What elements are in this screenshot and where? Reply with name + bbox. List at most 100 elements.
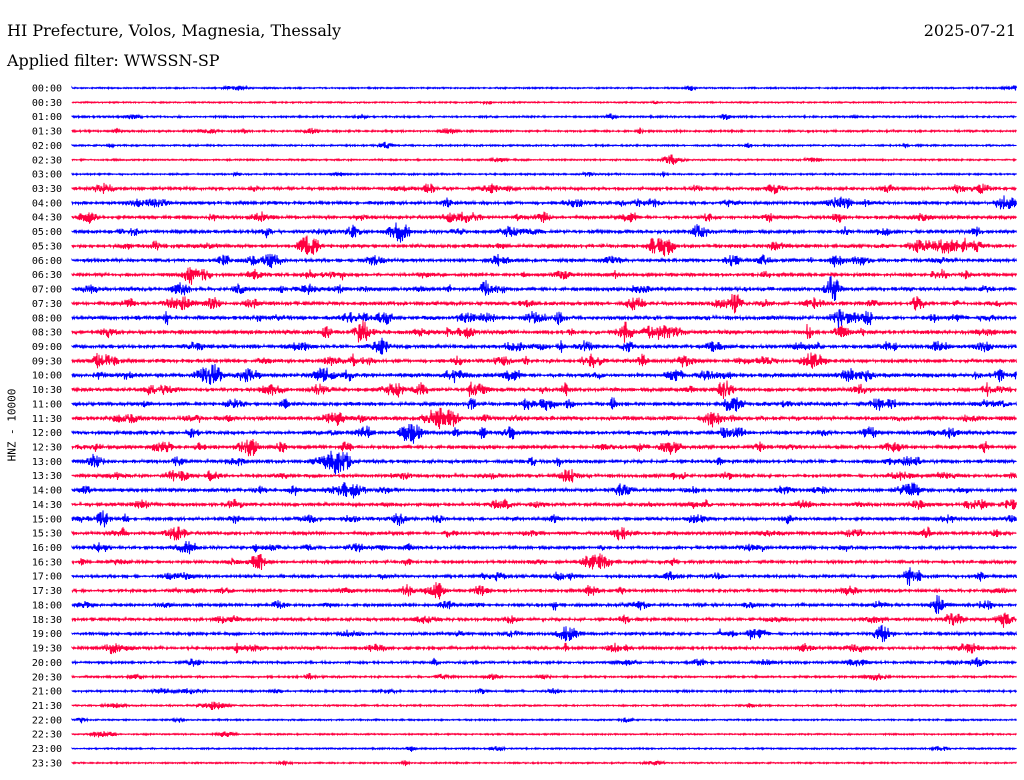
- seismic-trace: [71, 642, 1017, 655]
- row-time-label: 21:00: [32, 687, 62, 698]
- row-time-label: 04:30: [32, 213, 62, 224]
- row-time-label: 05:30: [32, 241, 62, 252]
- seismic-trace: [71, 127, 1017, 135]
- seismic-trace: [71, 423, 1017, 444]
- row-time-label: 22:30: [32, 730, 62, 741]
- seismic-trace: [71, 309, 1017, 330]
- row-time-label: 15:30: [32, 529, 62, 540]
- row-time-label: 10:00: [32, 371, 62, 382]
- row-time-label: 07:30: [32, 299, 62, 310]
- seismic-trace: [71, 352, 1017, 369]
- row-time-label: 01:30: [32, 127, 62, 138]
- row-time-label: 02:00: [32, 141, 62, 152]
- row-time-label: 00:00: [32, 84, 62, 95]
- row-time-label: 09:30: [32, 356, 62, 367]
- seismic-trace: [71, 141, 1017, 149]
- seismic-trace: [71, 526, 1017, 541]
- row-time-label: 13:00: [32, 457, 62, 468]
- row-time-label: 23:00: [32, 744, 62, 755]
- seismic-trace: [71, 222, 1017, 243]
- seismic-trace: [71, 482, 1017, 499]
- seismic-trace: [71, 275, 1017, 302]
- seismic-trace: [71, 510, 1017, 528]
- row-time-label: 19:00: [32, 629, 62, 640]
- seismic-trace: [71, 182, 1017, 195]
- station-title: HI Prefecture, Volos, Magnesia, Thessaly: [7, 21, 342, 40]
- seismic-trace: [71, 624, 1017, 643]
- seismic-trace: [71, 170, 1017, 178]
- row-time-label: 10:30: [32, 385, 62, 396]
- row-time-label: 15:00: [32, 514, 62, 525]
- row-time-label: 16:00: [32, 543, 62, 554]
- seismic-trace: [71, 320, 1017, 343]
- row-time-label: 18:00: [32, 600, 62, 611]
- seismic-trace: [71, 99, 1017, 106]
- seismic-trace: [71, 450, 1017, 475]
- seismic-trace: [71, 759, 1017, 767]
- row-time-label: 09:00: [32, 342, 62, 353]
- row-time-label: 16:30: [32, 557, 62, 568]
- row-time-label: 14:30: [32, 500, 62, 511]
- row-time-label: 11:30: [32, 414, 62, 425]
- seismic-trace: [71, 380, 1017, 400]
- seismic-trace: [71, 540, 1017, 555]
- seismic-trace: [71, 84, 1017, 91]
- seismic-trace: [71, 154, 1017, 165]
- seismic-trace: [71, 438, 1017, 457]
- seismic-trace: [71, 407, 1017, 430]
- row-time-label: 00:30: [32, 98, 62, 109]
- seismic-trace: [71, 235, 1017, 257]
- row-time-label: 07:00: [32, 285, 62, 296]
- row-time-label: 21:30: [32, 701, 62, 712]
- seismic-trace: [71, 113, 1017, 121]
- row-time-label: 12:00: [32, 428, 62, 439]
- row-time-label: 11:00: [32, 399, 62, 410]
- seismic-trace: [71, 745, 1017, 752]
- row-time-label: 13:30: [32, 471, 62, 482]
- row-time-label: 14:00: [32, 486, 62, 497]
- row-time-label: 17:00: [32, 572, 62, 583]
- row-time-label: 19:30: [32, 644, 62, 655]
- row-time-label: 20:00: [32, 658, 62, 669]
- row-time-label: 22:00: [32, 715, 62, 726]
- row-time-label: 20:30: [32, 672, 62, 683]
- seismic-trace: [71, 253, 1017, 269]
- row-time-label: 08:30: [32, 328, 62, 339]
- seismic-trace: [71, 211, 1017, 224]
- seismic-trace: [71, 498, 1017, 510]
- seismic-trace: [71, 469, 1017, 483]
- seismic-trace: [71, 730, 1017, 738]
- row-time-label: 04:00: [32, 198, 62, 209]
- row-time-label: 01:00: [32, 112, 62, 123]
- row-time-label: 17:30: [32, 586, 62, 597]
- seismic-trace: [71, 612, 1017, 628]
- seismic-trace: [71, 567, 1017, 587]
- seismic-trace: [71, 363, 1017, 385]
- seismic-trace: [71, 687, 1017, 695]
- row-time-label: 18:30: [32, 615, 62, 626]
- row-time-label: 03:30: [32, 184, 62, 195]
- seismic-trace: [71, 267, 1017, 285]
- seismic-trace: [71, 553, 1017, 571]
- seismic-trace: [71, 672, 1017, 681]
- seismic-trace: [71, 594, 1017, 614]
- row-time-label: 06:00: [32, 256, 62, 267]
- row-time-label: 05:00: [32, 227, 62, 238]
- seismic-trace: [71, 337, 1017, 355]
- seismic-trace: [71, 195, 1017, 210]
- row-time-label: 23:30: [32, 758, 62, 769]
- row-time-label: 12:30: [32, 443, 62, 454]
- filter-label: Applied filter: WWSSN-SP: [7, 51, 220, 70]
- row-time-label: 08:00: [32, 313, 62, 324]
- seismic-trace: [71, 293, 1017, 314]
- seismic-trace: [71, 716, 1017, 724]
- date-label: 2025-07-21: [923, 21, 1016, 40]
- row-time-label: 03:00: [32, 170, 62, 181]
- seismic-trace: [71, 657, 1017, 667]
- row-time-label: 06:30: [32, 270, 62, 281]
- seismic-trace: [71, 701, 1017, 711]
- seismic-trace: [71, 582, 1017, 600]
- seismic-trace: [71, 397, 1017, 412]
- row-time-label: 02:30: [32, 155, 62, 166]
